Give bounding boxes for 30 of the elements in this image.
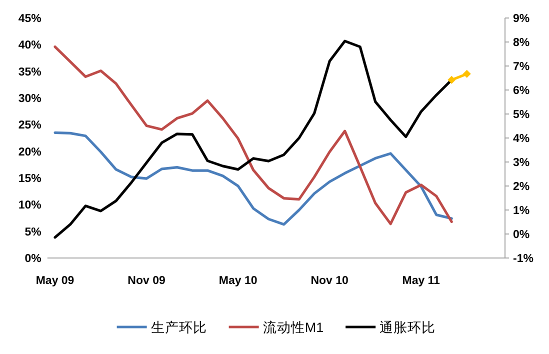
- y2-tick-label: 6%: [513, 85, 530, 97]
- y-tick-label: 10%: [18, 200, 42, 212]
- y2-tick-label: 9%: [513, 13, 530, 25]
- y2-tick-label: 5%: [513, 109, 530, 121]
- y-tick-label: 35%: [18, 66, 42, 78]
- legend-label: 通胀环比: [380, 320, 436, 335]
- y-tick-label: 40%: [18, 40, 42, 52]
- y2-tick-label: 8%: [513, 37, 530, 49]
- y2-tick-label: 1%: [513, 205, 530, 217]
- x-tick-label: May 10: [218, 275, 258, 287]
- x-tick-label: May 09: [36, 275, 74, 287]
- y-tick-label: 20%: [18, 146, 42, 158]
- legend-label: 生产环比: [150, 320, 207, 335]
- y-tick-label: 15%: [18, 173, 42, 185]
- y2-tick-label: 4%: [513, 133, 530, 145]
- y-tick-label: 0%: [24, 253, 42, 265]
- y-tick-label: 5%: [24, 226, 42, 238]
- y2-tick-label: -1%: [513, 253, 534, 265]
- y2-tick-label: 2%: [513, 181, 530, 193]
- y-tick-label: 25%: [18, 120, 42, 132]
- x-tick-label: Nov 09: [128, 275, 166, 287]
- y-tick-label: 45%: [18, 13, 42, 25]
- x-tick-label: Nov 10: [310, 275, 348, 287]
- y-tick-label: 30%: [18, 93, 42, 105]
- legend-label: 流动性M1: [262, 320, 324, 335]
- line-series: [54, 131, 453, 226]
- x-tick-label: May 11: [402, 275, 441, 287]
- y2-tick-label: 3%: [513, 157, 530, 169]
- y2-tick-label: 0%: [513, 229, 530, 241]
- y2-tick-label: 7%: [513, 61, 530, 73]
